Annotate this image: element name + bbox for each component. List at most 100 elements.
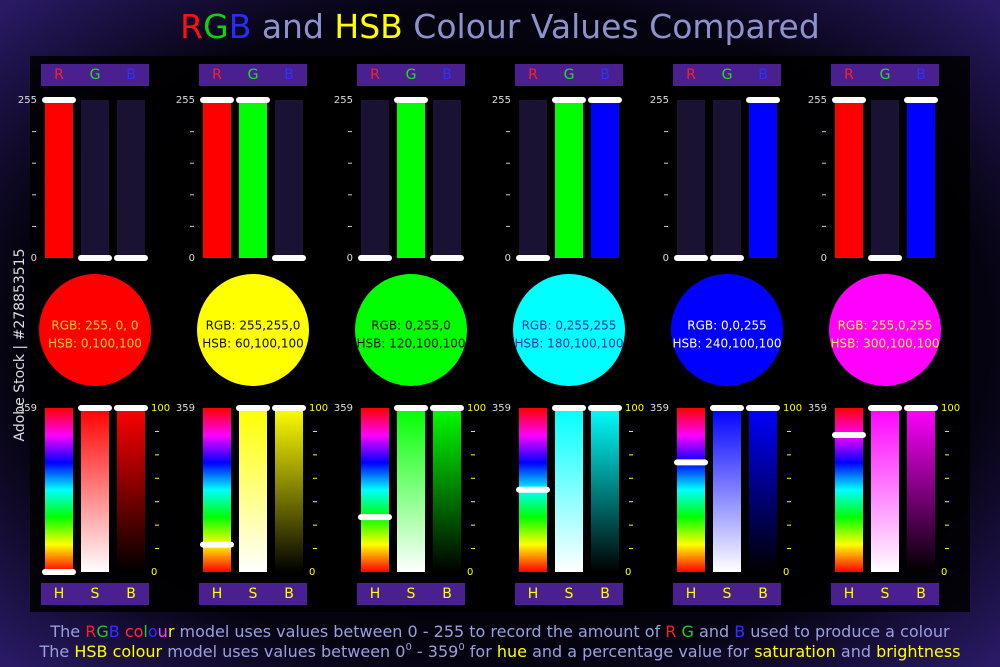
header-letter: G <box>90 67 101 83</box>
rgb-label: RGB: 0,255,255 <box>522 319 617 333</box>
tick-label: 0 <box>941 567 947 578</box>
hsb-bar <box>361 408 389 572</box>
tick-label: 359 <box>176 403 195 414</box>
header-bar <box>357 64 465 86</box>
header-letter: R <box>844 67 854 83</box>
channel-bar <box>397 100 425 258</box>
header-letter: G <box>248 67 259 83</box>
colour-swatch <box>39 274 151 386</box>
text-segment: and a percentage value for <box>527 642 754 661</box>
text-segment: u <box>158 622 168 641</box>
slider-handle <box>430 255 464 261</box>
channel-bar <box>749 100 777 258</box>
channel-bar <box>45 100 73 258</box>
slider-handle <box>710 405 744 411</box>
hsb-bar <box>275 408 303 572</box>
text-segment: hue <box>497 642 527 661</box>
colour-swatch <box>513 274 625 386</box>
channel-bar <box>555 100 583 258</box>
hsb-label: HSB: 60,100,100 <box>202 337 303 351</box>
text-segment: and <box>251 7 334 46</box>
text-segment: B <box>229 7 252 46</box>
slider-handle <box>236 405 270 411</box>
rgb-label: RGB: 255, 0, 0 <box>51 319 138 333</box>
text-segment: co <box>125 622 144 641</box>
bar-track <box>519 100 547 258</box>
header-letter: R <box>54 67 64 83</box>
header-bar <box>199 583 307 605</box>
slider-handle <box>272 405 306 411</box>
header-bar <box>199 64 307 86</box>
title: RGB and HSB Colour Values Compared <box>180 7 820 46</box>
bar-track <box>677 100 705 258</box>
hsb-label: HSB: 180,100,100 <box>514 337 623 351</box>
tick-label: 100 <box>151 403 170 414</box>
tick-label: 0 <box>505 253 511 264</box>
tick-label: 0 <box>821 253 827 264</box>
slider-handle <box>710 255 744 261</box>
hsb-bar <box>713 408 741 572</box>
colour-swatch <box>197 274 309 386</box>
rgb-label: RGB: 0,255,0 <box>371 319 451 333</box>
tick-label: 359 <box>808 403 827 414</box>
header-letter: S <box>407 586 416 602</box>
tick-label: 359 <box>18 403 37 414</box>
footer-line: The RGB colour model uses values between… <box>49 622 950 641</box>
text-segment: Colour Values Compared <box>403 7 820 46</box>
slider-handle <box>114 255 148 261</box>
header-letter: G <box>722 67 733 83</box>
tick-label: 359 <box>650 403 669 414</box>
header-letter: B <box>758 586 768 602</box>
bar-track <box>117 100 145 258</box>
hsb-bar <box>871 408 899 572</box>
tick-label: 0 <box>783 567 789 578</box>
footer-line: The HSB colour model uses values between… <box>39 642 961 661</box>
slider-handle <box>904 97 938 103</box>
slider-handle <box>394 97 428 103</box>
tick-label: 100 <box>625 403 644 414</box>
watermark: Adobe Stock | #278853515 <box>12 249 28 442</box>
header-bar <box>41 64 149 86</box>
text-segment: HSB colour <box>74 642 162 661</box>
header-letter: S <box>249 586 258 602</box>
header-letter: B <box>126 586 136 602</box>
header-letter: R <box>212 67 222 83</box>
slider-handle <box>516 486 550 493</box>
bar-track <box>81 100 109 258</box>
slider-handle <box>552 97 586 103</box>
hsb-bar <box>45 408 73 572</box>
tick-label: 359 <box>492 403 511 414</box>
hsb-bar <box>749 408 777 572</box>
tick-label: 255 <box>650 95 669 106</box>
tick-label: 0 <box>31 253 37 264</box>
slider-handle <box>78 255 112 261</box>
hsb-bar <box>117 408 145 572</box>
tick-label: 255 <box>18 95 37 106</box>
slider-handle <box>588 97 622 103</box>
header-letter: B <box>442 586 452 602</box>
hsb-bar <box>433 408 461 572</box>
header-letter: G <box>564 67 575 83</box>
tick-label: 0 <box>189 253 195 264</box>
rgb-label: RGB: 0,0,255 <box>687 319 767 333</box>
hsb-bar <box>677 408 705 572</box>
hsb-bar <box>555 408 583 572</box>
slider-handle <box>114 405 148 411</box>
slider-handle <box>868 255 902 261</box>
tick-label: 255 <box>492 95 511 106</box>
tick-label: 0 <box>347 253 353 264</box>
tick-label: 255 <box>334 95 353 106</box>
slider-handle <box>430 405 464 411</box>
text-segment: l <box>143 622 147 641</box>
header-letter: B <box>284 67 294 83</box>
slider-handle <box>868 405 902 411</box>
hsb-bar <box>397 408 425 572</box>
channel-bar <box>907 100 935 258</box>
header-letter: H <box>844 586 855 602</box>
text-segment: saturation <box>754 642 836 661</box>
tick-label: 100 <box>783 403 802 414</box>
hsb-bar <box>239 408 267 572</box>
text-segment: 0 <box>405 642 411 653</box>
header-bar <box>41 583 149 605</box>
slider-handle <box>552 405 586 411</box>
